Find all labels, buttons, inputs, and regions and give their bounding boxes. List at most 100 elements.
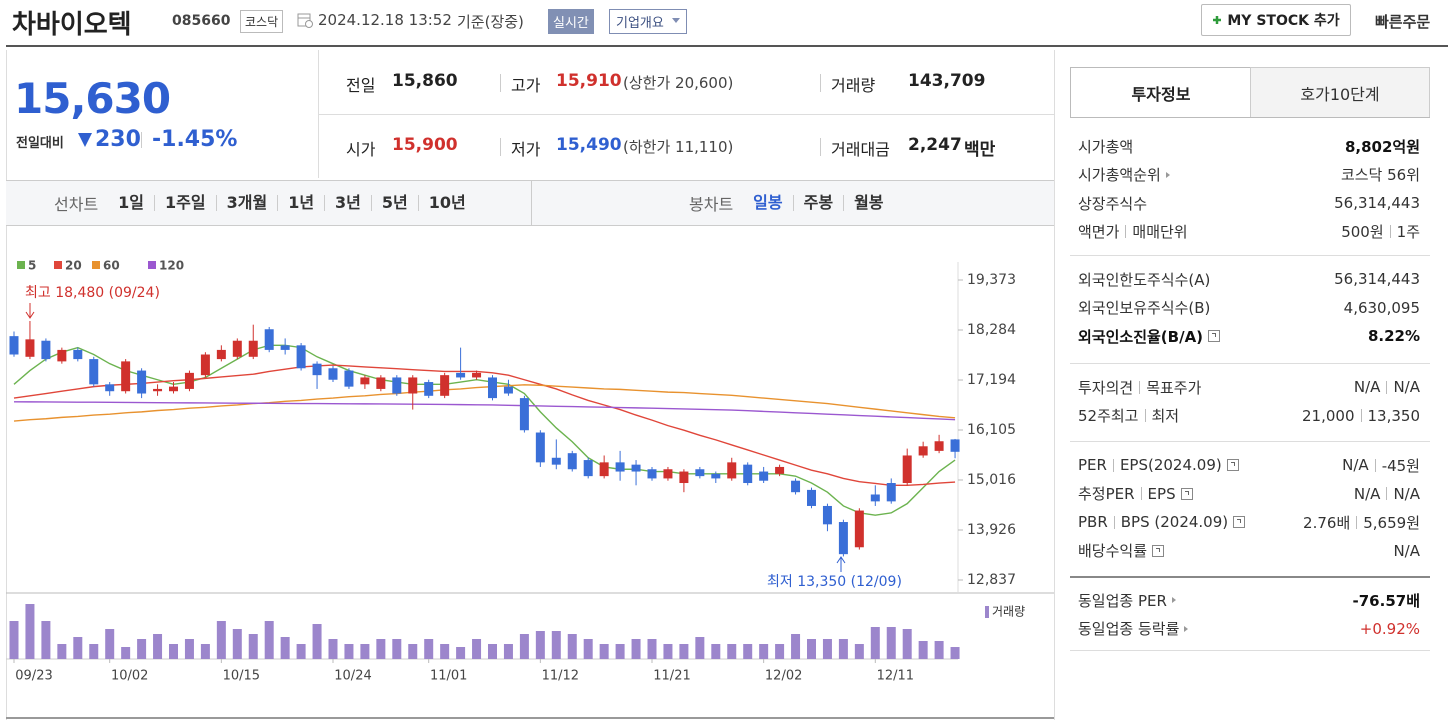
value-text: 2.76배 [1303, 513, 1351, 532]
volume-bar [248, 634, 258, 659]
info-value: 2.76배 5,659원 [1303, 512, 1420, 533]
info-row: PBR BPS (2024.09) 2.76배 5,659원 [1078, 509, 1420, 535]
candle-body [440, 375, 450, 396]
volume-bar [711, 644, 721, 659]
value-text: 1주 [1396, 223, 1420, 241]
candle-body [918, 446, 928, 456]
tab-item[interactable]: 5년 [370, 195, 418, 211]
tab-item[interactable]: 월봉 [843, 195, 893, 211]
candle-body [583, 460, 593, 477]
volume-bar [950, 647, 960, 659]
tab-item[interactable]: 10년 [417, 195, 476, 211]
candle-body [105, 384, 115, 392]
invest-tab[interactable]: 호가10단계 [1250, 67, 1430, 118]
realtime-badge[interactable]: 실시간 [548, 9, 594, 34]
volume-bar [280, 637, 290, 659]
volume-legend-swatch [985, 606, 989, 618]
help-icon[interactable] [1233, 516, 1246, 528]
candle-body [711, 473, 721, 479]
volume-bar [631, 639, 641, 659]
info-row: 시가총액순위 코스닥 56위 [1078, 162, 1420, 188]
info-label: 외국인소진율(B/A) [1078, 326, 1221, 347]
tab-item[interactable]: 주봉 [792, 195, 843, 211]
candle-body [264, 329, 274, 350]
info-value: N/A [1393, 542, 1420, 560]
arrow-icon [1165, 171, 1170, 178]
candle-tabs: 봉차트 일봉 주봉 월봉 [689, 181, 894, 225]
info-value: 8,802억원 [1345, 136, 1420, 157]
candle-body [599, 462, 609, 477]
x-tick-label: 09/23 [15, 669, 52, 684]
info-row: 투자의견 목표주가 N/A N/A [1078, 374, 1420, 400]
change-rate: -1.45% [152, 127, 238, 152]
volume-bar [934, 641, 944, 659]
group-divider [1070, 363, 1430, 364]
tab-item[interactable]: 1일 [118, 193, 145, 212]
divider [141, 132, 142, 148]
quote-label: 저가 [511, 140, 541, 159]
separator [1389, 225, 1391, 238]
value-text: 4,630,095 [1343, 298, 1420, 317]
quote-value: 15,860 [392, 71, 458, 91]
info-row: PER EPS(2024.09) N/A -45원 [1078, 452, 1420, 478]
candle-body [886, 483, 896, 502]
legend-swatch [54, 261, 62, 269]
help-icon[interactable] [1152, 544, 1165, 557]
volume-bar [264, 621, 274, 659]
volume-bar [567, 634, 577, 659]
info-value: 500원 1주 [1341, 221, 1420, 242]
help-icon[interactable] [1226, 459, 1239, 471]
value-text: 코스닥 56위 [1340, 166, 1420, 184]
volume-bar [838, 639, 848, 659]
my-stock-button[interactable]: MY STOCK 추가 [1201, 4, 1351, 36]
info-value: 8.22% [1368, 327, 1420, 345]
volume-bar [169, 644, 178, 659]
y-tick-label: 19,373 [967, 272, 1016, 288]
candlestick-chart: 최고 18,480 (09/24) 최저 13,350 (12/09) 거래량 … [6, 259, 1054, 719]
candle-body [376, 377, 386, 389]
candle-body [25, 339, 35, 357]
invest-tab-active[interactable]: 투자정보 [1070, 67, 1252, 118]
tab-item[interactable]: 1주일 [154, 195, 216, 211]
value-text: N/A [1342, 456, 1369, 474]
x-tick-label: 10/15 [223, 669, 260, 684]
tab-item[interactable]: 1년 [277, 195, 324, 211]
low-arrow [836, 556, 846, 572]
value-text: N/A [1353, 484, 1381, 503]
tab-item[interactable]: 3년 [324, 195, 371, 211]
company-info-button[interactable]: 기업개요 [609, 9, 687, 34]
candle-body [248, 340, 258, 357]
candle-body [791, 480, 801, 493]
volume-bar [503, 644, 513, 659]
info-row: 외국인한도주식수(A) 56,314,443 [1078, 266, 1420, 292]
x-tick-label: 10/02 [111, 669, 148, 684]
tab-item[interactable]: 3개월 [215, 195, 278, 211]
y-tick-label: 16,105 [967, 422, 1016, 438]
volume-bar [89, 644, 99, 659]
candle-body [472, 372, 482, 378]
volume-bar [791, 634, 801, 659]
candle-body [647, 469, 657, 479]
basis: 기준(장중) [457, 13, 524, 31]
candle-body [695, 469, 705, 477]
candle-body [456, 372, 466, 378]
help-icon[interactable] [1208, 330, 1221, 342]
tab-item[interactable]: 일봉 [753, 193, 783, 212]
help-icon[interactable] [1180, 487, 1193, 500]
info-label: 배당수익률 [1078, 540, 1165, 561]
left-border [6, 50, 7, 720]
separator [1386, 380, 1388, 394]
legend-label: 5 [28, 259, 36, 273]
group-divider [1070, 255, 1430, 256]
y-tick-label: 17,194 [967, 372, 1016, 388]
separator [1125, 225, 1127, 238]
candle-body [519, 398, 529, 431]
separator [1374, 458, 1376, 472]
volume-bar [807, 639, 816, 659]
x-tick-label: 12/11 [877, 669, 914, 684]
stock-code: 085660 [172, 13, 231, 29]
candle-body [73, 349, 83, 360]
tab-text: 호가10단계 [1300, 84, 1380, 104]
quick-order[interactable]: 빠른주문 [1375, 13, 1431, 31]
